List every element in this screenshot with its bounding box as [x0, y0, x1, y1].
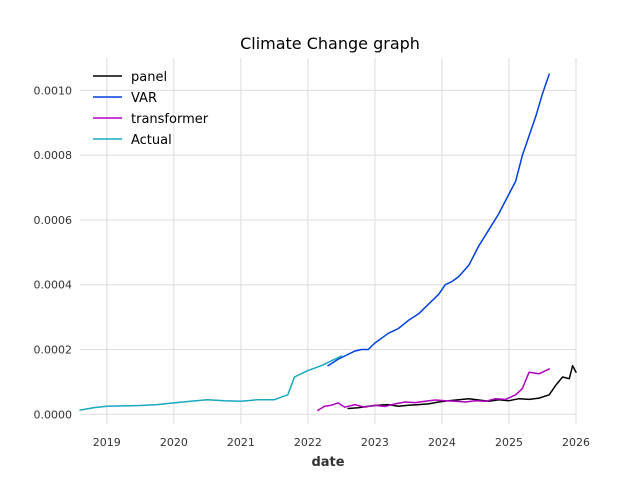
y-tick-label: 0.0008	[34, 149, 73, 162]
x-tick-label: 2026	[562, 436, 590, 449]
y-tick-label: 0.0002	[34, 344, 73, 357]
x-tick-label: 2024	[428, 436, 456, 449]
y-axis-ticks: 0.0000 0.0002 0.0004 0.0006 0.0008 0.0010	[34, 84, 73, 421]
grid-lines	[80, 58, 577, 424]
legend-label-transformer: transformer	[131, 112, 209, 127]
series-lines	[79, 73, 577, 412]
legend-label-actual: Actual	[131, 133, 172, 148]
x-tick-label: 2022	[294, 436, 322, 449]
legend-label-var: VAR	[131, 91, 157, 106]
x-tick-label: 2025	[495, 436, 523, 449]
series-line-var	[327, 73, 550, 367]
legend: panel VAR transformer Actual	[93, 70, 209, 148]
x-tick-label: 2020	[160, 436, 188, 449]
legend-label-panel: panel	[131, 70, 167, 85]
x-axis-label: date	[311, 455, 344, 470]
chart-title: Climate Change graph	[240, 34, 420, 53]
y-tick-label: 0.0010	[34, 84, 73, 97]
series-line-transformer	[317, 368, 550, 412]
y-tick-label: 0.0004	[34, 279, 73, 292]
x-tick-label: 2019	[93, 436, 121, 449]
x-axis-ticks: 2019 2020 2021 2022 2023 2024 2025 2026	[93, 436, 590, 449]
x-tick-label: 2021	[227, 436, 255, 449]
y-tick-label: 0.0000	[34, 408, 73, 421]
y-tick-label: 0.0006	[34, 214, 73, 227]
x-tick-label: 2023	[361, 436, 389, 449]
series-line-actual	[79, 355, 343, 411]
